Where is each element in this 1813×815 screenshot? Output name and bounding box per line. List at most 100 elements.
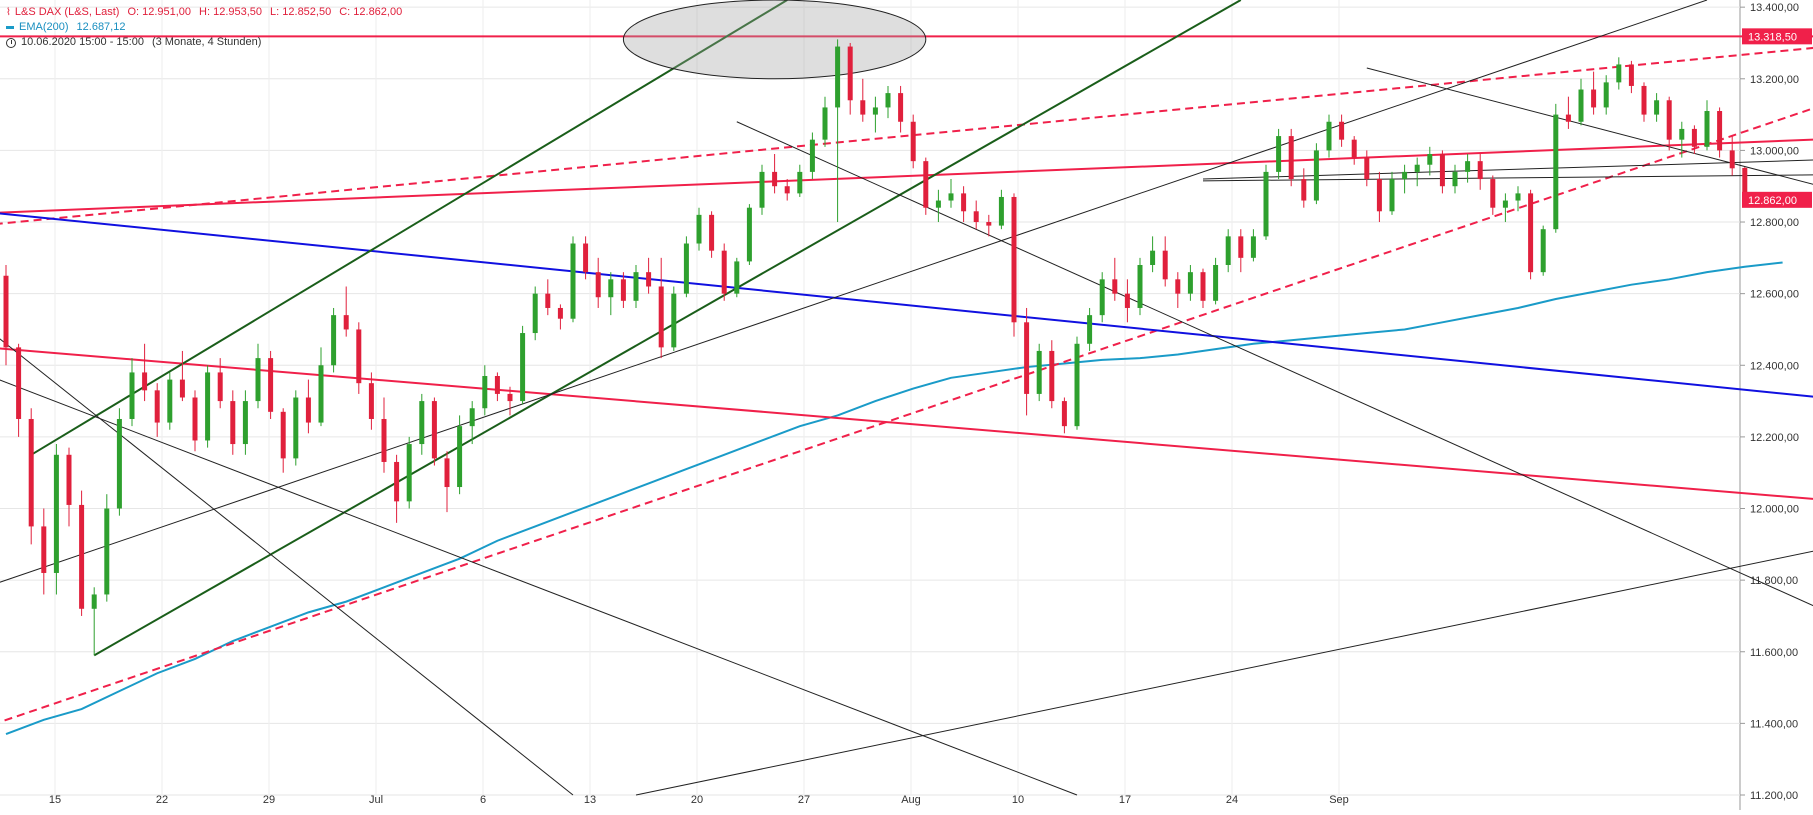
candle-body [1704, 111, 1710, 147]
candle-body [759, 171, 765, 208]
candle-body [1591, 89, 1597, 108]
candle-body [948, 193, 954, 201]
candle-body [205, 372, 211, 441]
price-label-box [1742, 191, 1812, 208]
candle-body [1339, 121, 1345, 140]
candle-body [356, 329, 362, 384]
candle-body [469, 408, 475, 427]
candle-body [280, 411, 286, 459]
candle-body [167, 379, 173, 423]
candle-body [381, 418, 387, 462]
time-range: (3 Monate, 4 Stunden) [151, 36, 262, 48]
candle-body [318, 365, 324, 423]
candle-body [1616, 64, 1622, 83]
candle-body [293, 397, 299, 459]
price-label: 12.862,00 [1748, 195, 1797, 207]
candle-body [179, 379, 185, 398]
candle-body [835, 46, 841, 108]
price-label: 13.318,50 [1748, 31, 1797, 43]
x-tick-label: 27 [798, 794, 810, 806]
candle-body [1553, 114, 1559, 230]
candle-body [1124, 293, 1130, 308]
candle-body [368, 383, 374, 419]
ema-swatch-icon [6, 26, 14, 29]
candle-body [1729, 150, 1735, 169]
candle-body [1515, 193, 1521, 201]
candle-body [620, 279, 626, 301]
trend-line [0, 46, 1813, 225]
x-tick-label: 20 [691, 794, 703, 806]
instrument-icon: ⌇ [6, 7, 11, 18]
candle-body [545, 293, 551, 308]
candle-body [658, 286, 664, 348]
candle-body [79, 504, 85, 609]
candle-body [1528, 193, 1534, 273]
candle-body [1439, 153, 1445, 187]
candle-body [822, 107, 828, 140]
candle-body [1099, 279, 1105, 316]
candle-body [633, 272, 639, 301]
candle-body [797, 171, 803, 194]
candle-body [129, 372, 135, 419]
candle-body [885, 93, 891, 108]
candle-body [1313, 150, 1319, 201]
x-tick-label: 24 [1226, 794, 1238, 806]
y-tick-label: 12.800,00 [1750, 217, 1799, 229]
x-tick-label: 13 [584, 794, 596, 806]
candle-body [1213, 265, 1219, 301]
candle-body [494, 376, 500, 394]
candle-body [1364, 157, 1370, 180]
candle-body [910, 121, 916, 162]
candle-body [28, 418, 34, 527]
y-tick-label: 13.200,00 [1750, 74, 1799, 86]
candle-body [532, 293, 538, 334]
candle-body [419, 401, 425, 445]
candle-body [1402, 171, 1408, 180]
ema-label: EMA(200) [19, 21, 69, 33]
trend-line [0, 347, 1813, 500]
y-tick-label: 11.400,00 [1750, 718, 1798, 730]
candle-body [1011, 196, 1017, 323]
candle-body [394, 461, 400, 502]
candle-body [1465, 161, 1471, 172]
candle-body [973, 211, 979, 223]
candle-body [242, 401, 248, 445]
candle-body [1225, 236, 1231, 265]
candle-body [1427, 153, 1433, 165]
candle-body [1112, 279, 1118, 294]
candle-body [104, 508, 110, 595]
open-value: O: 12.951,00 [127, 6, 192, 18]
candle-body [671, 293, 677, 348]
y-tick-label: 12.200,00 [1750, 432, 1799, 444]
candle-body [230, 401, 236, 445]
candle-body [683, 243, 689, 294]
candle-body [16, 347, 22, 419]
candle-body [557, 307, 563, 319]
candle-body [1691, 128, 1697, 147]
x-tick-label: 10 [1012, 794, 1024, 806]
legend-instrument-row: ⌇ L&S DAX (L&S, Last) O: 12.951,00 H: 12… [6, 5, 402, 20]
candle-body [482, 376, 488, 409]
instrument-name: L&S DAX (L&S, Last) [14, 6, 120, 18]
candle-body [784, 186, 790, 194]
trend-line [0, 212, 1813, 398]
candle-body [1238, 236, 1244, 258]
y-tick-label: 11.200,00 [1750, 790, 1798, 802]
candle-body [935, 200, 941, 208]
candle-body [998, 196, 1004, 226]
candle-body [142, 372, 148, 391]
candle-body [696, 214, 702, 244]
trend-line [1366, 67, 1813, 185]
candle-body [1565, 114, 1571, 122]
candle-body [923, 161, 929, 208]
candle-body [709, 214, 715, 251]
high-value: H: 12.953,50 [199, 6, 263, 18]
y-tick-label: 13.000,00 [1750, 145, 1799, 157]
trend-line [30, 0, 788, 456]
trend-line [0, 107, 1813, 724]
candle-body [1742, 167, 1748, 200]
x-tick-label: 6 [480, 794, 486, 806]
candle-body [1641, 85, 1647, 115]
